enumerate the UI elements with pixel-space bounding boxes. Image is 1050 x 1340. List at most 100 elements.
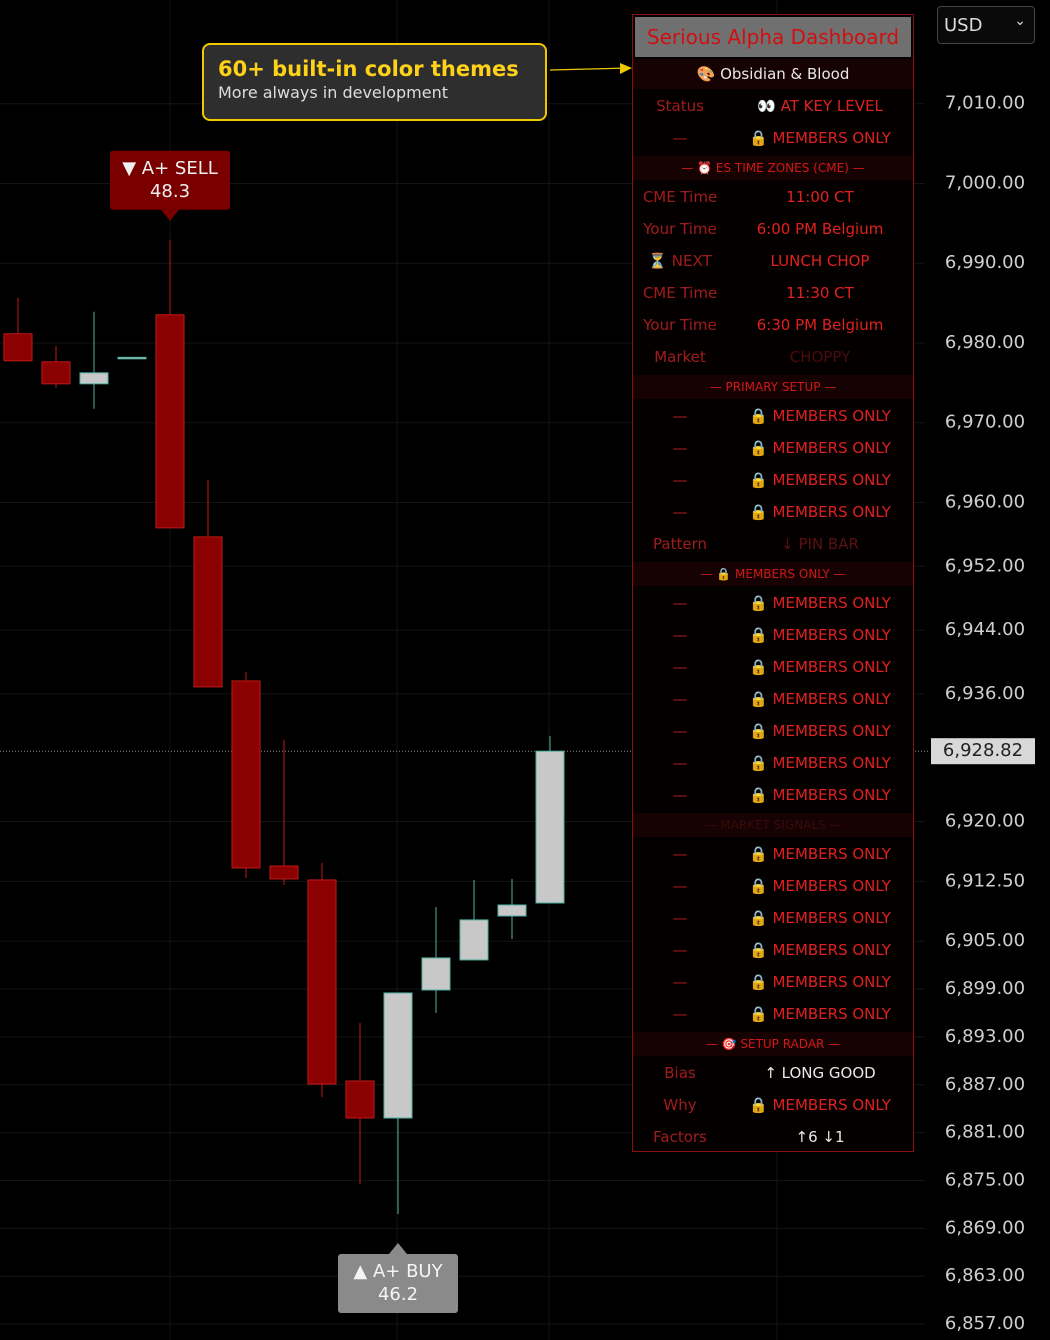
signal-label: ▲ A+ BUY xyxy=(353,1261,443,1282)
section-header: — PRIMARY SETUP — xyxy=(633,374,913,399)
row-value: 11:00 CT xyxy=(786,188,854,206)
dashboard-row: — 🔒 MEMBERS ONLY xyxy=(633,401,913,431)
candle-body xyxy=(193,536,223,688)
callout-title: 60+ built-in color themes xyxy=(218,57,519,81)
row-label: — xyxy=(672,786,688,804)
theme-row: 🎨 Obsidian & Blood xyxy=(633,59,913,89)
last-price-box xyxy=(931,738,1035,765)
row-value: 🔒 MEMBERS ONLY xyxy=(749,722,891,740)
y-tick-label: 6,944.00 xyxy=(945,619,1025,640)
y-tick-label: 6,970.00 xyxy=(945,412,1025,433)
row-label: — xyxy=(672,626,688,644)
section-header: — 🎯 SETUP RADAR — xyxy=(633,1031,913,1056)
y-tick-label: 6,952.00 xyxy=(945,555,1025,576)
row-value: 6:30 PM Belgium xyxy=(756,316,884,334)
candle-body xyxy=(459,919,489,961)
candle-body xyxy=(231,680,261,869)
row-label: — xyxy=(672,722,688,740)
row-value: 🔒 MEMBERS ONLY xyxy=(749,845,891,863)
row-value: 👀 AT KEY LEVEL xyxy=(757,97,883,115)
row-label: Your Time xyxy=(643,220,717,238)
signal-box xyxy=(338,1254,458,1314)
dashboard-row: — 🔒 MEMBERS ONLY xyxy=(633,588,913,618)
row-label: — xyxy=(672,941,688,959)
y-tick-label: 7,010.00 xyxy=(945,93,1025,114)
row-label: — xyxy=(672,471,688,489)
row-value: ↓ PIN BAR xyxy=(781,535,859,553)
candle-body xyxy=(535,750,565,904)
candle-body xyxy=(269,865,299,880)
dashboard-row: CME Time 11:30 CT xyxy=(633,278,913,308)
row-label: — xyxy=(672,877,688,895)
row-value: 🔒 MEMBERS ONLY xyxy=(749,503,891,521)
y-tick-label: 6,912.50 xyxy=(945,870,1025,891)
y-tick-label: 6,920.00 xyxy=(945,811,1025,832)
dashboard-row: Why 🔒 MEMBERS ONLY xyxy=(633,1090,913,1120)
row-value: 🔒 MEMBERS ONLY xyxy=(749,594,891,612)
dashboard-row: Pattern ↓ PIN BAR xyxy=(633,529,913,559)
row-value: ↑ LONG GOOD xyxy=(764,1064,876,1082)
row-value: 🔒 MEMBERS ONLY xyxy=(749,877,891,895)
candle-body xyxy=(383,992,413,1119)
y-tick-label: 6,869.00 xyxy=(945,1217,1025,1238)
y-tick-label: 6,980.00 xyxy=(945,332,1025,353)
candle-body xyxy=(307,879,337,1085)
y-tick-label: 6,936.00 xyxy=(945,683,1025,704)
dashboard-row: ⏳ NEXT LUNCH CHOP xyxy=(633,246,913,276)
row-label: Status xyxy=(656,97,704,115)
row-value: 🔒 MEMBERS ONLY xyxy=(749,909,891,927)
row-value: 🔒 MEMBERS ONLY xyxy=(749,690,891,708)
dashboard-row: Your Time 6:00 PM Belgium xyxy=(633,214,913,244)
signal-pointer xyxy=(389,1243,407,1255)
section-header: — 🔒 MEMBERS ONLY — xyxy=(633,561,913,586)
callout: 60+ built-in color themes More always in… xyxy=(202,43,547,121)
row-label: Bias xyxy=(664,1064,696,1082)
row-label: Why xyxy=(663,1096,697,1114)
row-label: — xyxy=(672,1005,688,1023)
row-value: 🔒 MEMBERS ONLY xyxy=(749,129,891,147)
row-value: CHOPPY xyxy=(789,348,851,366)
signal-pointer xyxy=(161,209,179,221)
candle-body xyxy=(155,314,185,529)
row-value: 🔒 MEMBERS ONLY xyxy=(749,471,891,489)
dashboard-row: — 🔒 MEMBERS ONLY xyxy=(633,716,913,746)
dashboard-row: Bias ↑ LONG GOOD xyxy=(633,1058,913,1088)
dashboard-row: — 🔒 MEMBERS ONLY xyxy=(633,497,913,527)
row-value: 🔒 MEMBERS ONLY xyxy=(749,1005,891,1023)
signal-label: ▼ A+ SELL xyxy=(122,158,218,179)
section-header: — ⏰ ES TIME ZONES (CME) — xyxy=(633,155,913,180)
dashboard-row: — 🔒 MEMBERS ONLY xyxy=(633,748,913,778)
row-value: 🔒 MEMBERS ONLY xyxy=(749,1096,891,1114)
row-value: 6:00 PM Belgium xyxy=(756,220,884,238)
dashboard-row: — 🔒 MEMBERS ONLY xyxy=(633,839,913,869)
row-value: 🔒 MEMBERS ONLY xyxy=(749,754,891,772)
candle-body xyxy=(497,904,527,917)
dashboard-row: Market CHOPPY xyxy=(633,342,913,372)
dashboard-row: — 🔒 MEMBERS ONLY xyxy=(633,123,913,153)
row-label: Your Time xyxy=(643,316,717,334)
row-label: — xyxy=(672,754,688,772)
dashboard-row: — 🔒 MEMBERS ONLY xyxy=(633,465,913,495)
signal-score: 46.2 xyxy=(378,1284,418,1305)
signal-box xyxy=(110,150,230,210)
row-value: 🔒 MEMBERS ONLY xyxy=(749,658,891,676)
currency-select[interactable]: USD xyxy=(937,6,1035,44)
dashboard-row: Status 👀 AT KEY LEVEL xyxy=(633,91,913,121)
dashboard-row: — 🔒 MEMBERS ONLY xyxy=(633,652,913,682)
y-tick-label: 6,875.00 xyxy=(945,1169,1025,1190)
theme-name: 🎨 Obsidian & Blood xyxy=(696,65,850,83)
candle-body xyxy=(79,372,109,385)
row-label: CME Time xyxy=(642,188,718,206)
row-label: Market xyxy=(654,348,706,366)
dashboard-row: — 🔒 MEMBERS ONLY xyxy=(633,967,913,997)
row-label: — xyxy=(672,845,688,863)
y-tick-label: 6,990.00 xyxy=(945,252,1025,273)
row-value: 🔒 MEMBERS ONLY xyxy=(749,941,891,959)
row-label: — xyxy=(672,690,688,708)
dashboard: Serious Alpha Dashboard 🎨 Obsidian & Blo… xyxy=(632,14,914,1152)
candle-body xyxy=(41,361,71,385)
y-tick-label: 6,857.00 xyxy=(945,1313,1025,1334)
signal-score: 48.3 xyxy=(150,181,190,202)
row-value: ↑6 ↓1 xyxy=(795,1128,845,1146)
